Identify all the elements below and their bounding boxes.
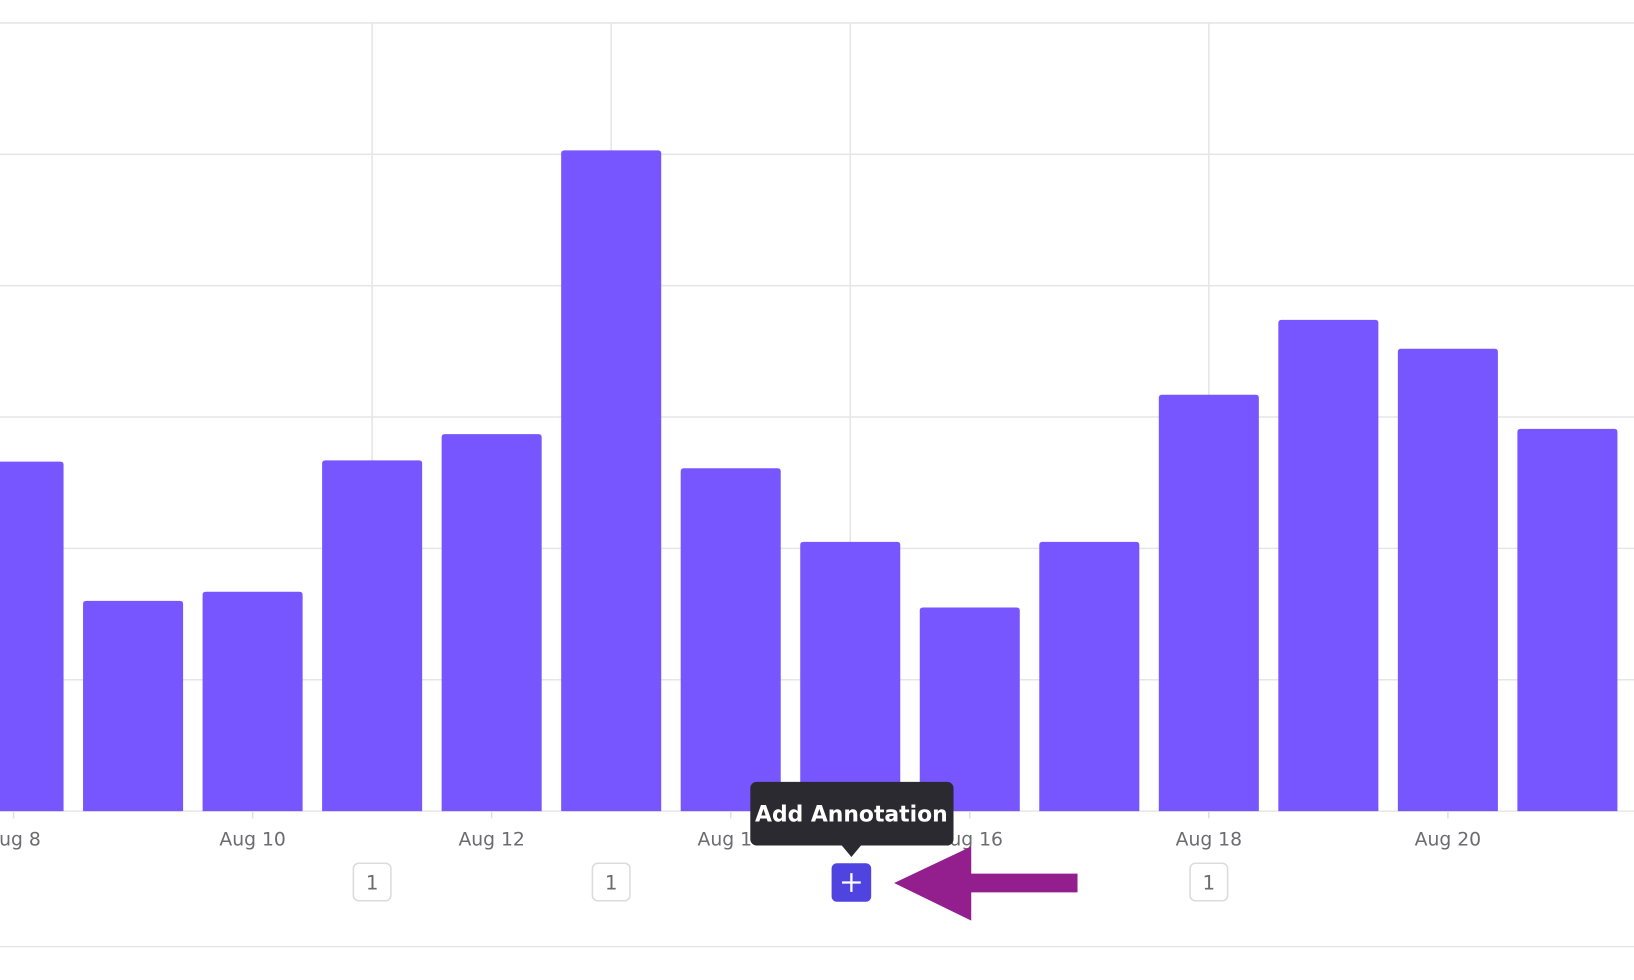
bar-aug-11[interactable] bbox=[322, 460, 423, 812]
annotation-marker[interactable]: 1 bbox=[352, 862, 392, 902]
annotation-count: 1 bbox=[366, 871, 379, 894]
annotation-count: 1 bbox=[1203, 871, 1216, 894]
tick-label: Aug 8 bbox=[0, 830, 41, 851]
tick-label: Aug 12 bbox=[458, 830, 524, 851]
tooltip-text: Add Annotation bbox=[755, 803, 948, 828]
bar-aug-15[interactable] bbox=[800, 541, 901, 812]
add-annotation-tooltip: Add Annotation bbox=[750, 781, 954, 857]
bar-aug-9[interactable] bbox=[83, 600, 184, 812]
bar-aug-12[interactable] bbox=[441, 434, 542, 812]
annotation-markers: 1 1 1 bbox=[352, 862, 1229, 902]
annotation-marker[interactable]: 1 bbox=[591, 862, 631, 902]
bar-aug-8[interactable] bbox=[0, 461, 64, 812]
bar-aug-21[interactable] bbox=[1517, 428, 1618, 812]
annotation-marker[interactable]: 1 bbox=[1189, 862, 1229, 902]
annotation-count: 1 bbox=[605, 871, 618, 894]
bar-aug-17[interactable] bbox=[1039, 541, 1140, 812]
bar-aug-20[interactable] bbox=[1397, 348, 1498, 812]
plus-icon bbox=[842, 873, 861, 892]
bar-aug-14[interactable] bbox=[680, 468, 781, 812]
bars bbox=[0, 150, 1618, 812]
tick-label: Aug 18 bbox=[1176, 830, 1242, 851]
pointer-arrow-icon bbox=[894, 846, 1078, 921]
tick-label: Aug 10 bbox=[219, 830, 285, 851]
add-annotation-button[interactable] bbox=[831, 863, 872, 902]
bar-aug-18[interactable] bbox=[1158, 394, 1259, 812]
bar-aug-19[interactable] bbox=[1278, 319, 1379, 812]
bar-aug-10[interactable] bbox=[202, 591, 303, 812]
tick-label: Aug 14 bbox=[698, 830, 764, 851]
bar-aug-16[interactable] bbox=[919, 607, 1020, 812]
tick-label: Aug 20 bbox=[1415, 830, 1481, 851]
bar-aug-13[interactable] bbox=[561, 150, 662, 812]
